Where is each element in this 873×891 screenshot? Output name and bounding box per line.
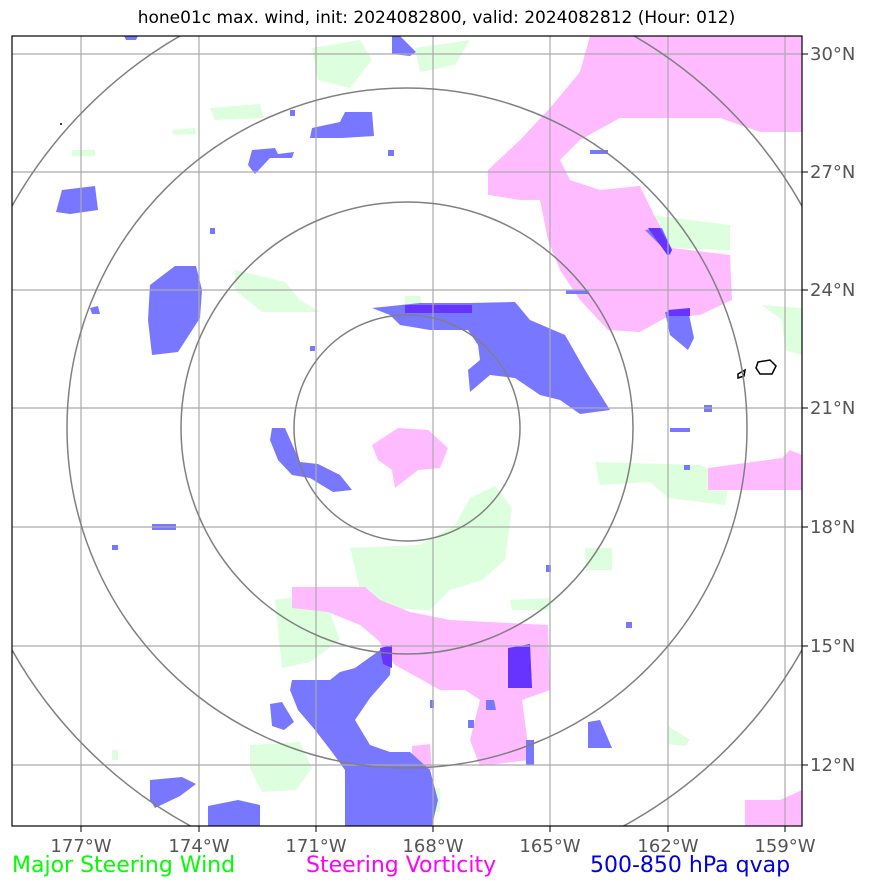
lon-label: 171°W <box>285 836 346 857</box>
range-ring-1 <box>293 314 521 542</box>
lat-label: 27°N <box>810 162 855 183</box>
map-plot-area <box>12 36 802 826</box>
legend-steering-vorticity: Steering Vorticity <box>306 853 497 878</box>
legend-steering-wind: Major Steering Wind <box>12 853 236 878</box>
tick-marks <box>80 53 808 832</box>
lat-label: 18°N <box>810 517 855 538</box>
lat-label: 12°N <box>810 755 855 776</box>
map-title: hone01c max. wind, init: 2024082800, val… <box>137 8 736 28</box>
lon-label: 174°W <box>168 836 229 857</box>
range-ring-3 <box>66 87 748 769</box>
qvap-overlap-layer <box>380 228 690 688</box>
range-ring-2 <box>180 201 634 655</box>
lon-label: 162°W <box>637 836 698 857</box>
lon-label: 177°W <box>50 836 111 857</box>
gridlines <box>12 36 802 826</box>
steering-wind-layer <box>72 40 802 812</box>
lat-label: 15°N <box>810 636 855 657</box>
lon-label: 168°W <box>402 836 463 857</box>
lat-label: 30°N <box>810 44 855 65</box>
latitude-labels: 30°N 27°N 24°N 21°N 18°N 15°N 12°N <box>810 44 855 776</box>
lon-label: 159°W <box>754 836 815 857</box>
longitude-labels: 177°W 174°W 171°W 168°W 165°W 162°W 159°… <box>50 836 815 857</box>
range-rings <box>12 36 802 826</box>
plot-frame <box>11 35 803 827</box>
lon-label: 165°W <box>519 836 580 857</box>
lat-label: 24°N <box>810 280 855 301</box>
lat-label: 21°N <box>810 398 855 419</box>
legend-qvap: 500-850 hPa qvap <box>590 853 791 878</box>
